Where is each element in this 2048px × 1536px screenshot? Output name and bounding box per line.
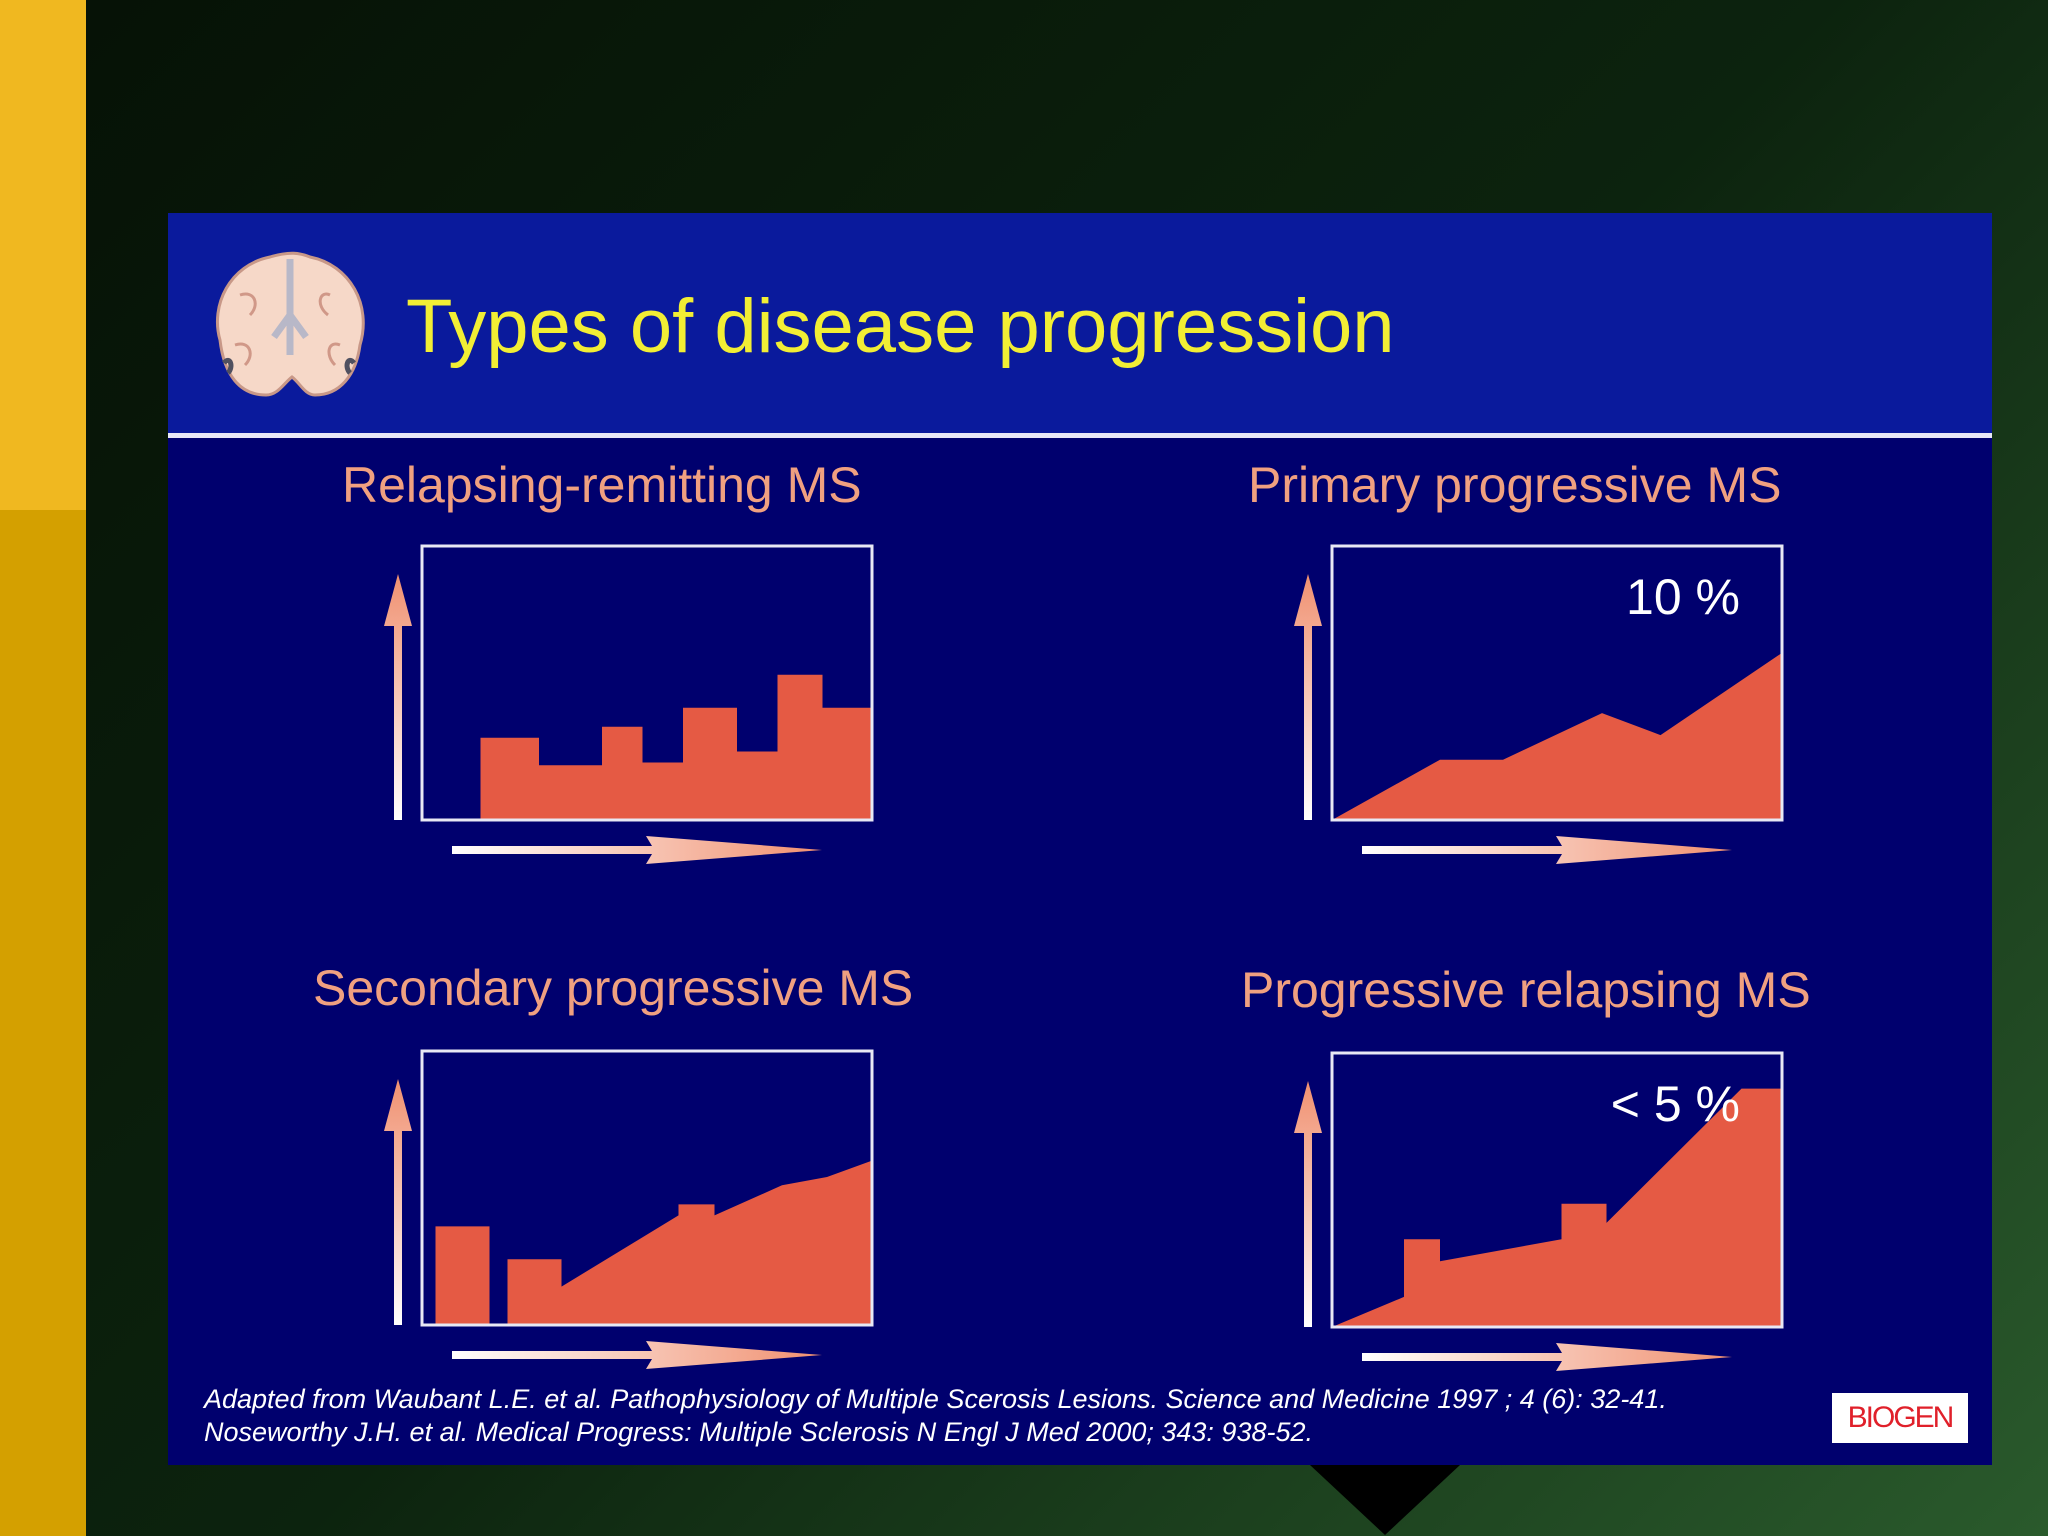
x-axis-arrow (1362, 1343, 1732, 1371)
panel-title-primary-progressive: Primary progressive MS (1248, 457, 1782, 513)
references: Adapted from Waubant L.E. et al. Pathoph… (204, 1383, 1667, 1449)
panel-title-progressive-relapsing: Progressive relapsing MS (1241, 962, 1811, 1018)
x-axis-arrow (452, 836, 822, 864)
chart-primary-progressive: 10 % (1294, 544, 1784, 864)
plot-frame (420, 1049, 874, 1327)
y-axis-arrow (384, 574, 412, 820)
y-axis-arrow (1294, 1081, 1322, 1327)
slide: Types of disease progression Relapsing-r… (168, 213, 1992, 1465)
decorative-triangle (1310, 1465, 1460, 1535)
brain-icon (215, 251, 365, 397)
plot-frame (1330, 1051, 1784, 1329)
chart-secondary-progressive (384, 1049, 874, 1369)
side-bar-bottom (0, 510, 86, 1536)
progression-area (422, 674, 872, 820)
x-axis-arrow (452, 1341, 822, 1369)
chart-relapsing-remitting (384, 544, 874, 864)
reference-1: Adapted from Waubant L.E. et al. Pathoph… (204, 1384, 1667, 1414)
biogen-logo: BIOGEN (1832, 1393, 1968, 1443)
plot-frame (420, 544, 874, 822)
progression-area (1332, 1088, 1782, 1327)
slide-header: Types of disease progression (168, 213, 1992, 433)
y-axis-arrow (384, 1079, 412, 1325)
percentage-label: < 5 % (1611, 1076, 1740, 1132)
slide-title: Types of disease progression (406, 284, 1395, 369)
progression-area (435, 1160, 872, 1325)
reference-2: Noseworthy J.H. et al. Medical Progress:… (204, 1417, 1314, 1447)
panel-title-relapsing-remitting: Relapsing-remitting MS (342, 457, 862, 513)
progression-area (1332, 652, 1782, 820)
side-bar-top (0, 0, 86, 510)
plot-frame (1330, 544, 1784, 822)
panel-title-secondary-progressive: Secondary progressive MS (313, 960, 914, 1016)
percentage-label: 10 % (1626, 569, 1740, 625)
y-axis-arrow (1294, 574, 1322, 820)
chart-progressive-relapsing: < 5 % (1294, 1051, 1784, 1371)
x-axis-arrow (1362, 836, 1732, 864)
header-divider (168, 433, 1992, 438)
